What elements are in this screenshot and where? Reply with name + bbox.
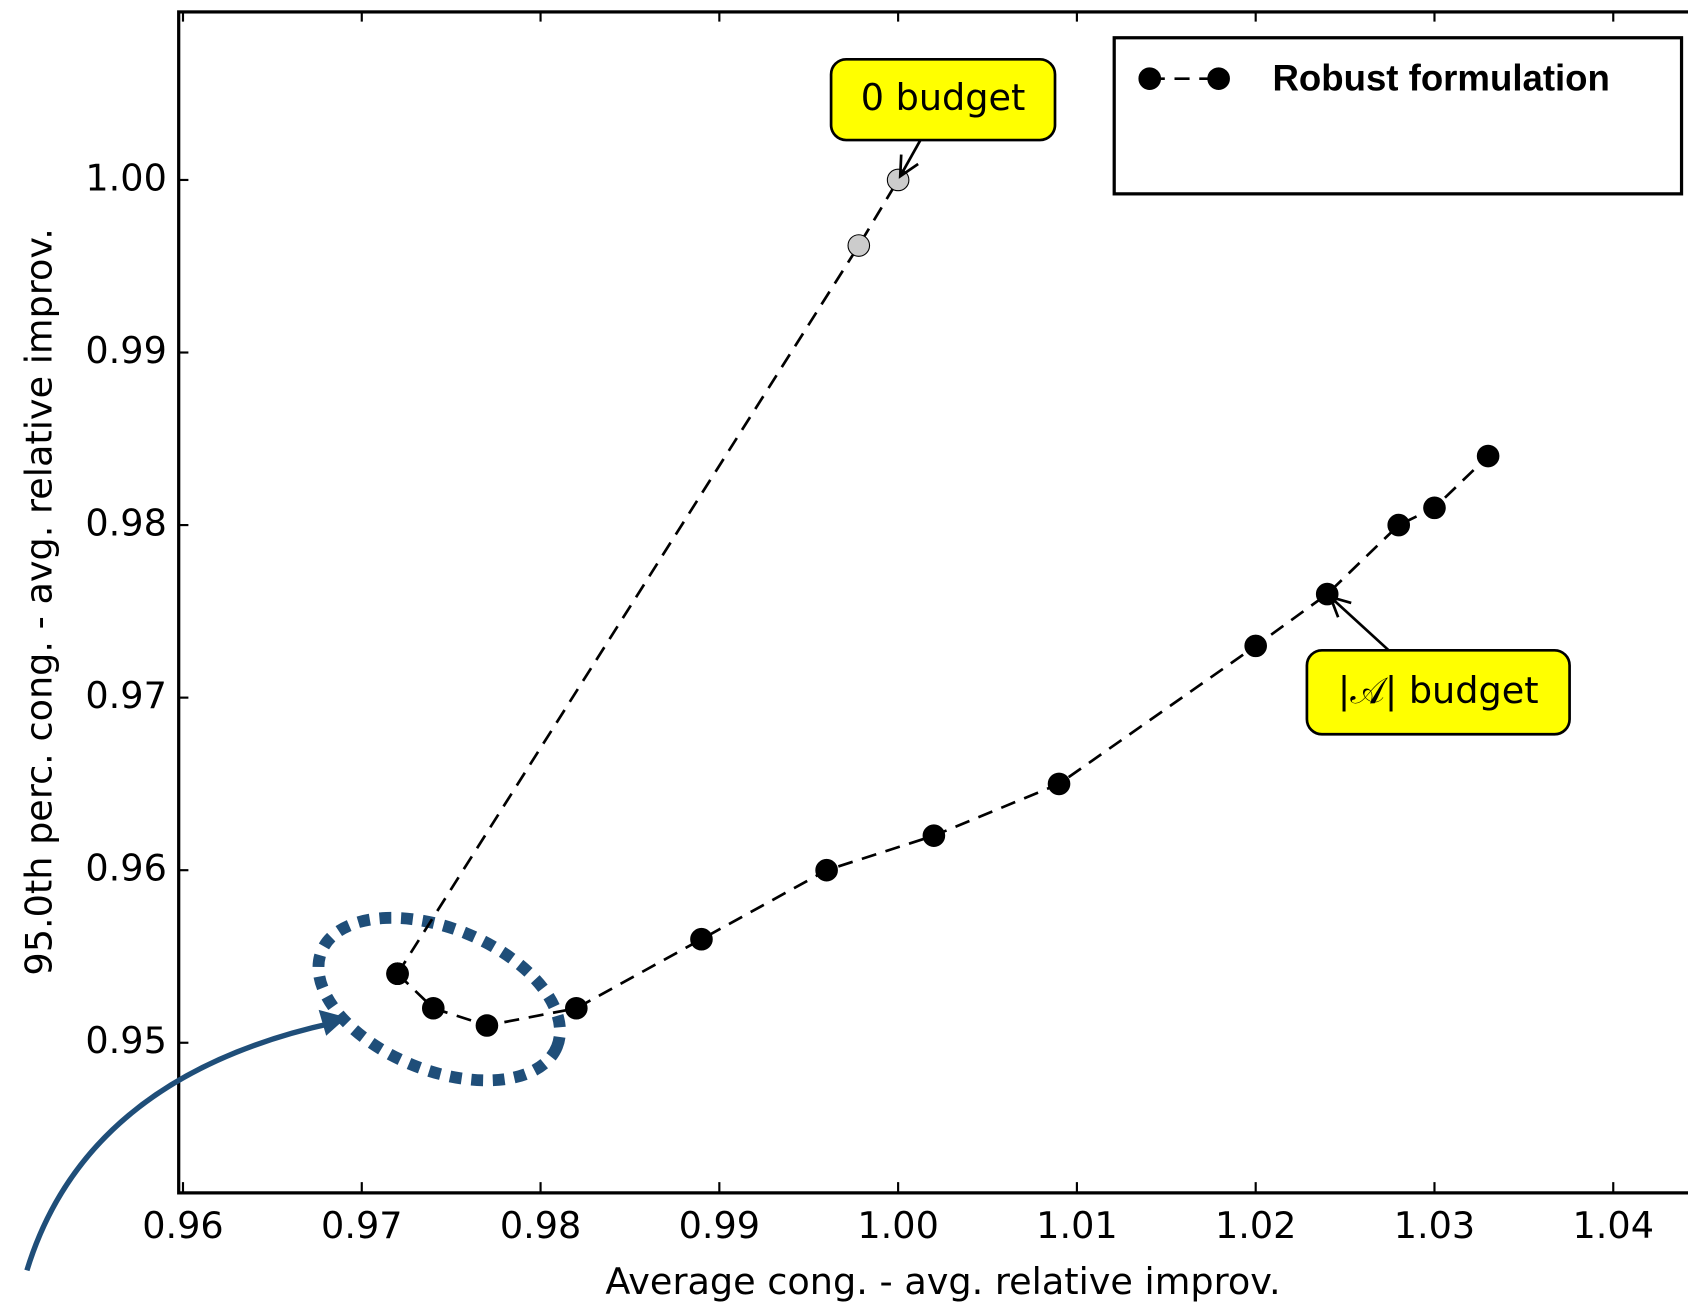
x-tick-label: 0.97 — [321, 1204, 402, 1247]
data-point — [815, 858, 838, 882]
data-point — [1387, 513, 1411, 537]
data-point — [475, 1014, 499, 1037]
annotation-text: 0 budget — [861, 76, 1026, 119]
y-axis-label: 95.0th perc. cong. - avg. relative impro… — [17, 228, 60, 975]
x-axis-label: Average cong. - avg. relative improv. — [605, 1260, 1280, 1303]
legend-marker — [1138, 67, 1162, 90]
data-point — [1423, 496, 1446, 520]
legend-label: Robust formulation — [1272, 57, 1609, 98]
data-point — [847, 234, 871, 257]
data-point — [922, 824, 946, 847]
highlight-arrowhead — [318, 1009, 347, 1036]
series-line — [396, 455, 1490, 1027]
y-tick-label: 0.97 — [85, 674, 166, 717]
data-point — [690, 927, 713, 951]
data-point — [1476, 444, 1500, 468]
y-tick-label: 0.96 — [85, 847, 166, 890]
x-tick-label: 0.99 — [679, 1204, 760, 1247]
plot-frame — [177, 10, 1688, 1195]
x-tick-label: 1.02 — [1215, 1204, 1296, 1247]
x-tick-label: 1.01 — [1036, 1204, 1117, 1247]
y-tick-label: 0.98 — [85, 502, 166, 545]
data-point — [421, 996, 445, 1020]
annotation-arrow — [899, 139, 922, 177]
data-point — [565, 996, 588, 1020]
annotation-text: |𝒜| budget — [1338, 669, 1539, 713]
annotation-box — [1305, 648, 1571, 736]
annotation-box — [829, 57, 1057, 142]
annotation-arrowhead — [1328, 594, 1352, 618]
x-tick-label: 1.00 — [857, 1204, 938, 1247]
x-tick-label: 1.03 — [1394, 1204, 1475, 1247]
data-point — [1244, 634, 1267, 658]
y-tick-label: 1.00 — [85, 156, 166, 199]
y-tick-label: 0.95 — [85, 1019, 166, 1062]
data-point — [386, 962, 409, 986]
y-tick-label: 0.99 — [85, 329, 166, 372]
annotation-arrowhead — [898, 154, 919, 179]
annotation-arrow — [1329, 596, 1390, 652]
highlight-arrow — [24, 1020, 335, 1272]
series-line — [396, 179, 900, 975]
data-point — [1047, 772, 1071, 796]
legend-marker — [1207, 67, 1230, 90]
highlight-ellipse — [312, 911, 566, 1087]
x-tick-label: 1.04 — [1573, 1204, 1654, 1247]
legend-box — [1112, 36, 1684, 196]
x-tick-label: 0.96 — [142, 1204, 223, 1247]
x-tick-label: 0.98 — [500, 1204, 581, 1247]
